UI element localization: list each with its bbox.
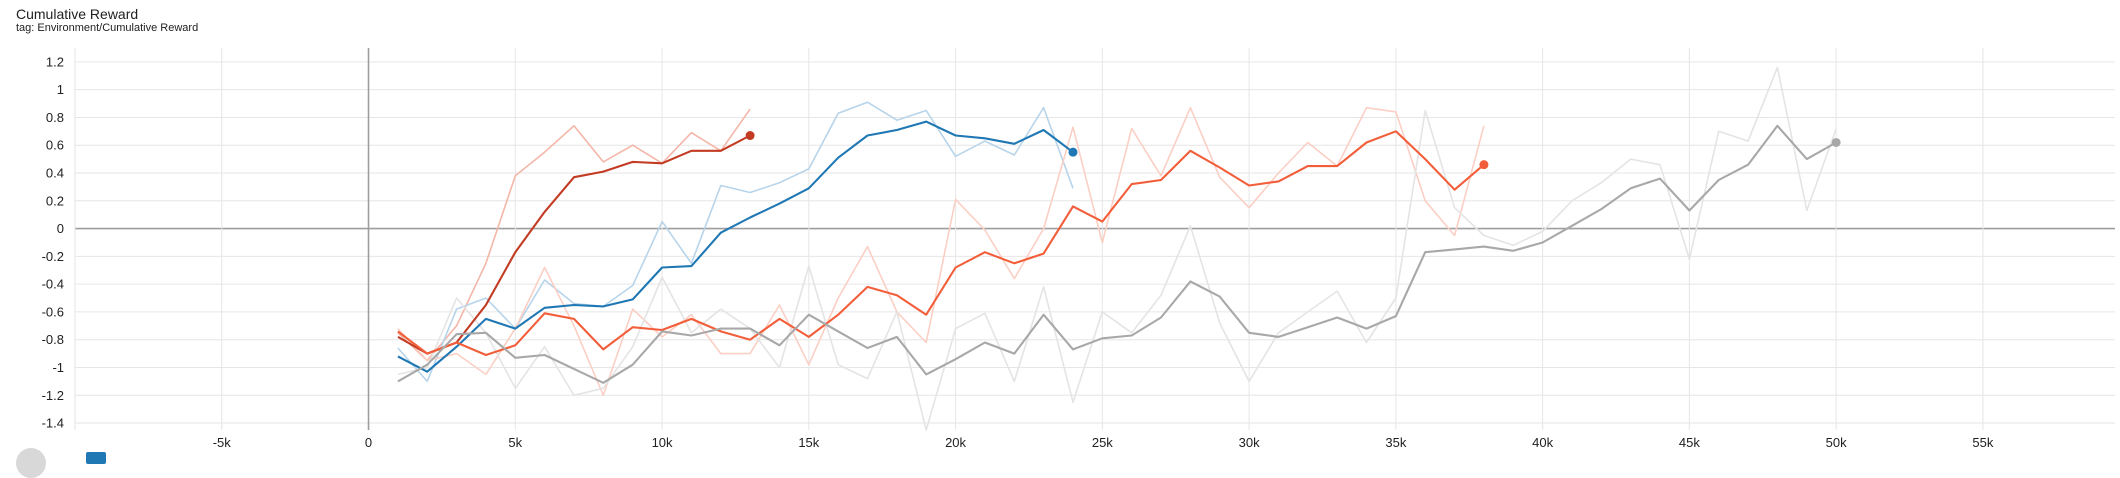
y-tick-label: -0.4 xyxy=(42,277,64,292)
series-1-smoothed-line xyxy=(397,120,1074,373)
series-1-raw-line xyxy=(397,101,1074,383)
x-tick-label: -5k xyxy=(213,435,232,450)
x-tick-label: 50k xyxy=(1826,435,1847,450)
x-tick-label: 40k xyxy=(1532,435,1553,450)
x-tick-label: 5k xyxy=(508,435,522,450)
series-3-end-marker xyxy=(1831,137,1841,147)
y-tick-label: -1.2 xyxy=(42,388,64,403)
series-2-end-marker xyxy=(1479,160,1489,170)
y-tick-label: 1 xyxy=(57,82,64,97)
y-tick-label: 0.4 xyxy=(46,166,64,181)
y-tick-label: -0.8 xyxy=(42,332,64,347)
x-tick-label: 35k xyxy=(1385,435,1406,450)
series-color-swatch[interactable] xyxy=(86,452,106,464)
series-0-raw-line xyxy=(397,108,751,362)
chart-title: Cumulative Reward xyxy=(16,6,139,22)
y-tick-label: 0.6 xyxy=(46,138,64,153)
series-0-end-marker xyxy=(745,131,755,141)
series-2-raw-line xyxy=(397,106,1485,397)
grid-lines xyxy=(75,48,2115,430)
x-tick-label: 10k xyxy=(652,435,673,450)
x-tick-label: 45k xyxy=(1679,435,1700,450)
y-tick-label: 0 xyxy=(57,221,64,236)
series-3-raw-line xyxy=(397,66,1837,431)
y-tick-label: -1 xyxy=(52,360,64,375)
series-3-smoothed-line xyxy=(397,124,1837,384)
y-tick-label: -0.6 xyxy=(42,304,64,319)
x-tick-label: 30k xyxy=(1239,435,1260,450)
y-tick-label: -0.2 xyxy=(42,249,64,264)
cumulative-reward-chart[interactable]: -1.4 -1.2 -1 -0.8 -0.6 -0.4 -0.2 0 0.2 0.4 0.6 0.8 1… xyxy=(0,0,2120,455)
series-2-smoothed-line xyxy=(397,130,1485,357)
y-tick-label: 1.2 xyxy=(46,54,64,69)
chart-tag-subtitle: tag: Environment/Cumulative Reward xyxy=(16,22,199,34)
x-tick-label: 0 xyxy=(365,435,372,450)
y-tick-label: 0.2 xyxy=(46,193,64,208)
x-tick-label: 55k xyxy=(1972,435,1993,450)
fit-domain-button[interactable] xyxy=(16,448,46,478)
x-tick-label: 15k xyxy=(798,435,819,450)
x-tick-label: 20k xyxy=(945,435,966,450)
y-tick-label: -1.4 xyxy=(42,416,64,431)
x-tick-label: 25k xyxy=(1092,435,1113,450)
series-1-end-marker xyxy=(1068,147,1078,157)
y-tick-label: 0.8 xyxy=(46,110,64,125)
